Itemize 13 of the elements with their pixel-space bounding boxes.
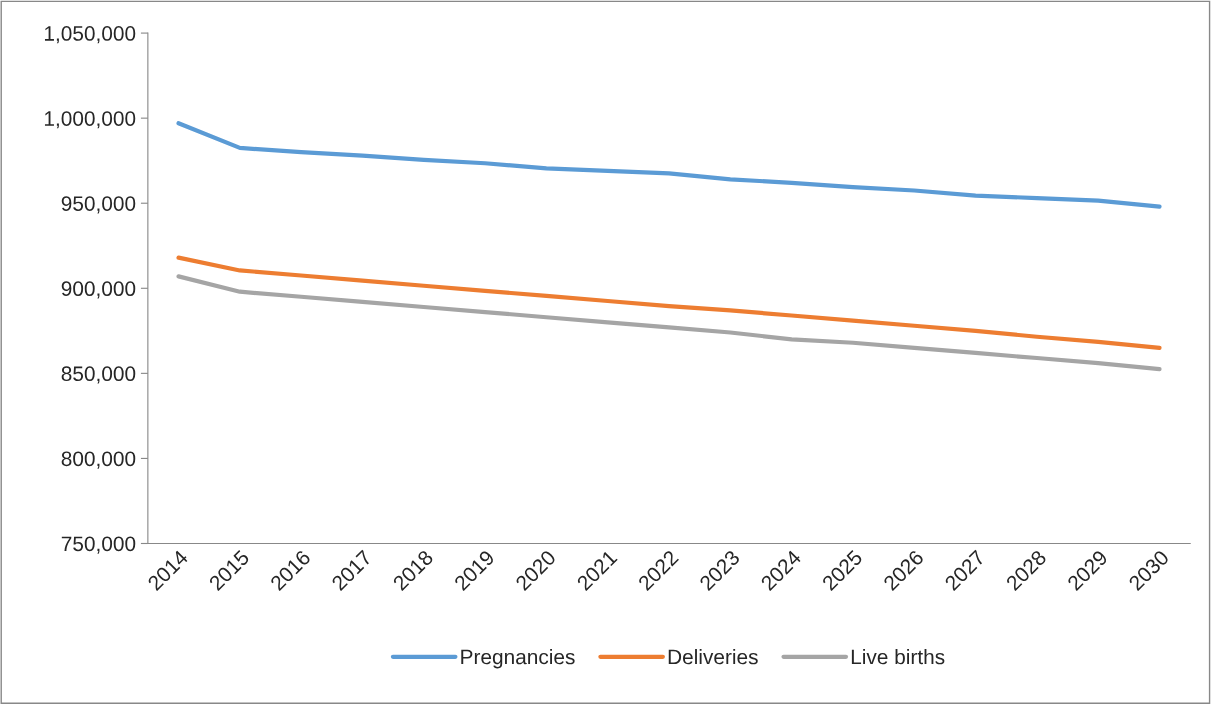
line-series bbox=[176, 121, 1162, 209]
y-tick-label: 800,000 bbox=[61, 451, 136, 469]
y-tick-label: 750,000 bbox=[61, 536, 136, 554]
y-tick-label: 950,000 bbox=[61, 196, 136, 214]
legend-label: Live births bbox=[851, 649, 945, 665]
y-tick-label: 1,000,000 bbox=[44, 111, 136, 129]
line-series bbox=[176, 274, 1162, 372]
y-tick-label: 1,050,000 bbox=[44, 26, 136, 44]
legend-label: Deliveries bbox=[668, 649, 758, 665]
line-series bbox=[176, 255, 1162, 350]
y-tick-label: 850,000 bbox=[61, 366, 136, 384]
legend-label: Pregnancies bbox=[461, 649, 575, 669]
y-tick-label: 900,000 bbox=[61, 281, 136, 299]
